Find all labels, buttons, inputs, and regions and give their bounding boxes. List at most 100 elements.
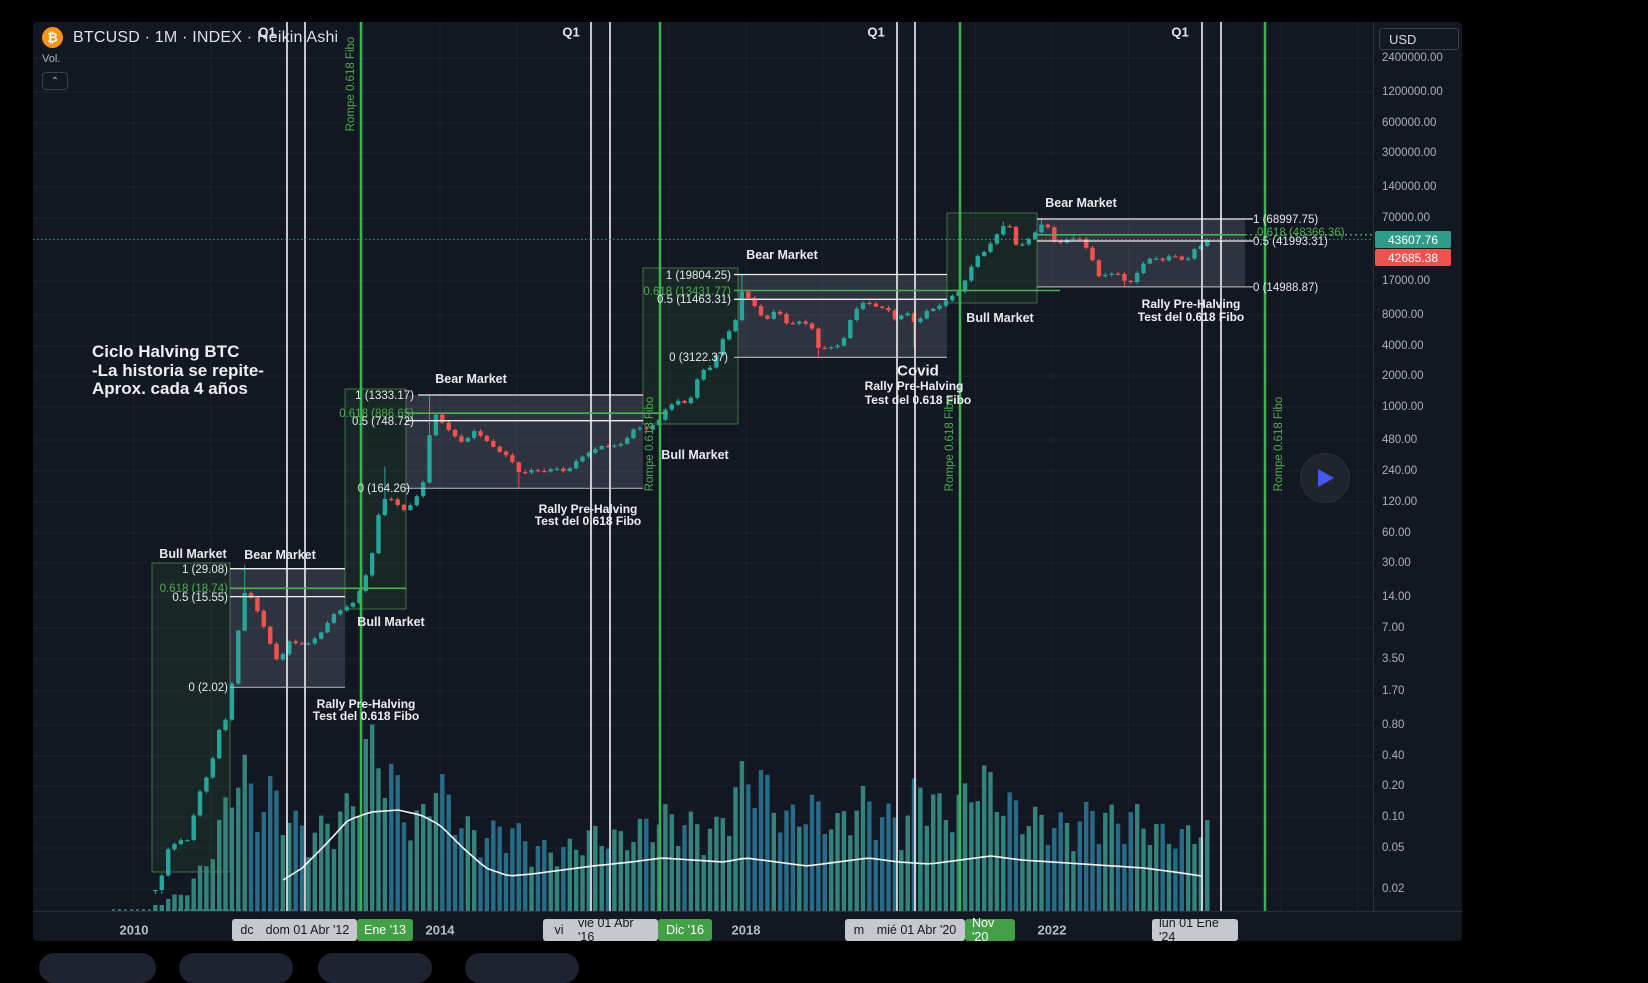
fib-level-label-0-164-26[interactable]: 0 (164.26) [357,483,410,496]
date-badge-dom-01-abr-12: dom 01 Abr '12 [258,919,357,941]
bottom-pill[interactable] [318,953,432,983]
drawing-label-rally-pre-halving[interactable]: Rally Pre-Halving [1141,297,1241,311]
year-label: 2010 [119,922,149,938]
date-badge-vi: vi [543,919,575,941]
year-label: 2022 [1037,922,1067,938]
drawing-label-bull-market[interactable]: Bull Market [357,615,425,629]
drawing-label-bear-market[interactable]: Bear Market [435,372,507,386]
price-axis[interactable]: USD 43607.76 42685.38 2400000.00 1200000.… [1373,22,1462,911]
drawing-label-bull-market[interactable]: Bull Market [966,311,1034,325]
price-tick-label: 2000.00 [1382,370,1424,382]
price-tick-label: 300000.00 [1382,147,1437,159]
bottom-pill[interactable] [179,953,293,983]
symbol-header: ₿ BTCUSD · 1M · INDEX · Heikin Ashi [42,27,338,48]
chart-title-text[interactable]: -La historia se repite- [92,360,264,380]
fib-level-label-0-5-748-72[interactable]: 0.5 (748.72) [351,415,414,428]
fib-level-label-0-3122-37[interactable]: 0 (3122.37) [669,352,728,365]
date-badge-dc: dc [232,919,262,941]
last-price-badge: 43607.76 [1375,231,1451,248]
drawing-label-rally-pre-halving[interactable]: Rally Pre-Halving [538,502,638,516]
price-tick-label: 17000.00 [1382,275,1430,287]
quarter-label[interactable]: Q1 [1171,24,1189,40]
rompe-fibo-vertical-label[interactable]: Rompe 0.618 Fibo [944,396,956,491]
price-tick-label: 7.00 [1382,622,1405,634]
drawing-label-test-del-0-618-fibo[interactable]: Test del 0.618 Fibo [864,393,972,407]
drawing-label-test-del-0-618-fibo[interactable]: Test del 0.618 Fibo [534,514,642,528]
price-tick-label: 1200000.00 [1382,86,1443,98]
fib-level-label-0-618-13431-77[interactable]: 0.618 (13431.77) [643,285,731,298]
symbol-title[interactable]: BTCUSD · 1M · INDEX · Heikin Ashi [73,28,339,46]
fib-level-label-1-68997-75[interactable]: 1 (68997.75) [1253,214,1319,226]
price-tick-label: 140000.00 [1382,181,1437,193]
chart-canvas[interactable] [33,22,1373,911]
drawing-label-bear-market[interactable]: Bear Market [244,548,316,562]
fib-level-label-1-29-08[interactable]: 1 (29.08) [181,563,228,576]
time-axis[interactable]: 2010 2014 2018 2022 dc dom 01 Abr '12 Ene '13 v… [33,911,1462,941]
price-tick-label: 4000.00 [1382,340,1424,352]
drawing-label-test-del-0-618-fibo[interactable]: Test del 0.618 Fibo [1137,310,1245,324]
trading-chart-window: Q1 Q1 Q1 Q1 Ciclo Halving BTC -La historia se… [33,22,1462,941]
drawing-label-test-del-0-618-fibo[interactable]: Test del 0.618 Fibo [312,709,420,723]
date-badge-m: m [845,919,873,941]
date-badge-lun-01-ene-24: lun 01 Ene '24 [1152,916,1238,941]
fib-level-label-0-618-48366-36[interactable]: 0.618 (48366.36) [1257,227,1345,239]
price-chart[interactable]: Q1 Q1 Q1 Q1 Ciclo Halving BTC -La historia se… [33,22,1373,911]
price-tick-label: 70000.00 [1382,212,1430,224]
rompe-fibo-vertical-label[interactable]: Rompe 0.618 Fibo [345,36,357,131]
chart-title-text[interactable]: Ciclo Halving BTC [92,342,240,361]
chart-title-text[interactable]: Aprox. cada 4 años [92,379,248,398]
price-tick-label: 0.02 [1382,883,1405,895]
fib-level-label-1-1333-17[interactable]: 1 (1333.17) [355,390,414,402]
drawing-label-bull-market[interactable]: Bull Market [159,547,227,561]
date-badge-vie-01-abr-16: vie 01 Abr '16 [571,916,658,941]
fib-level-label-0-5-15-55[interactable]: 0.5 (15.55) [172,591,228,604]
price-tick-label: 1.70 [1382,685,1405,697]
fib-level-label-0-14988-87[interactable]: 0 (14988.87) [1253,281,1319,294]
drawing-label-rally-pre-halving[interactable]: Rally Pre-Halving [864,379,964,393]
collapse-pane-button[interactable]: ⌃ [42,72,68,90]
fib-level-label-0-618-886-65[interactable]: 0.618 (886.65) [339,408,414,421]
quarter-label[interactable]: Q1 [258,24,276,40]
date-badge-mi-01-abr-20: mié 01 Abr '20 [868,919,965,941]
drawing-label-bull-market[interactable]: Bull Market [661,448,729,462]
quarter-label[interactable]: Q1 [562,24,580,40]
drawing-label-rally-pre-halving[interactable]: Rally Pre-Halving [316,697,416,711]
rompe-fibo-vertical-label[interactable]: Rompe 0.618 Fibo [644,396,656,491]
date-badge-ene-13: Ene '13 [357,919,413,941]
fib-level-label-0-2-02[interactable]: 0 (2.02) [188,682,228,695]
price-tick-label: 60.00 [1382,527,1411,539]
price-tick-label: 3.50 [1382,653,1405,665]
quarter-label[interactable]: Q1 [867,24,885,40]
price-tick-label: 2400000.00 [1382,52,1443,64]
currency-unit-button[interactable]: USD [1379,28,1459,50]
year-label: 2014 [425,922,455,938]
price-tick-label: 0.80 [1382,719,1405,731]
drawing-label-bear-market[interactable]: Bear Market [1045,196,1117,210]
chart-annotations-layer: Q1 Q1 Q1 Q1 Ciclo Halving BTC -La historia se… [33,22,1373,911]
price-tick-label: 14.00 [1382,591,1411,603]
price-tick-label: 600000.00 [1382,117,1437,129]
rompe-fibo-vertical-label[interactable]: Rompe 0.618 Fibo [1273,396,1285,491]
bottom-pill[interactable] [465,953,579,983]
price-tick-label: 1000.00 [1382,401,1424,413]
date-badge-dic-16: Dic '16 [658,919,712,941]
chevron-up-icon: ⌃ [50,75,60,87]
fib-level-label-0-5-11463-31[interactable]: 0.5 (11463.31) [657,294,731,307]
year-label: 2018 [731,922,761,938]
fib-level-label-1-19804-25[interactable]: 1 (19804.25) [665,269,731,282]
date-badge-nov-20: Nov '20 [965,916,1015,941]
drawing-label-bear-market[interactable]: Bear Market [746,248,818,262]
price-tick-label: 8000.00 [1382,309,1424,321]
bottom-pill[interactable] [39,953,156,983]
price-tick-label: 0.40 [1382,750,1405,762]
page-background: Q1 Q1 Q1 Q1 Ciclo Halving BTC -La historia se… [33,22,1462,983]
price-tick-label: 0.05 [1382,842,1405,854]
drawing-label-covid[interactable]: Covid [897,362,939,380]
prev-price-badge: 42685.38 [1375,249,1451,266]
price-tick-label: 0.20 [1382,780,1405,792]
volume-indicator-label[interactable]: Vol. [42,53,61,65]
fib-level-label-0-618-18-74[interactable]: 0.618 (18.74) [159,583,228,596]
replay-play-button[interactable] [1300,453,1350,503]
fib-level-label-0-5-41993-31[interactable]: 0.5 (41993.31) [1253,236,1328,248]
play-icon [1318,469,1334,487]
